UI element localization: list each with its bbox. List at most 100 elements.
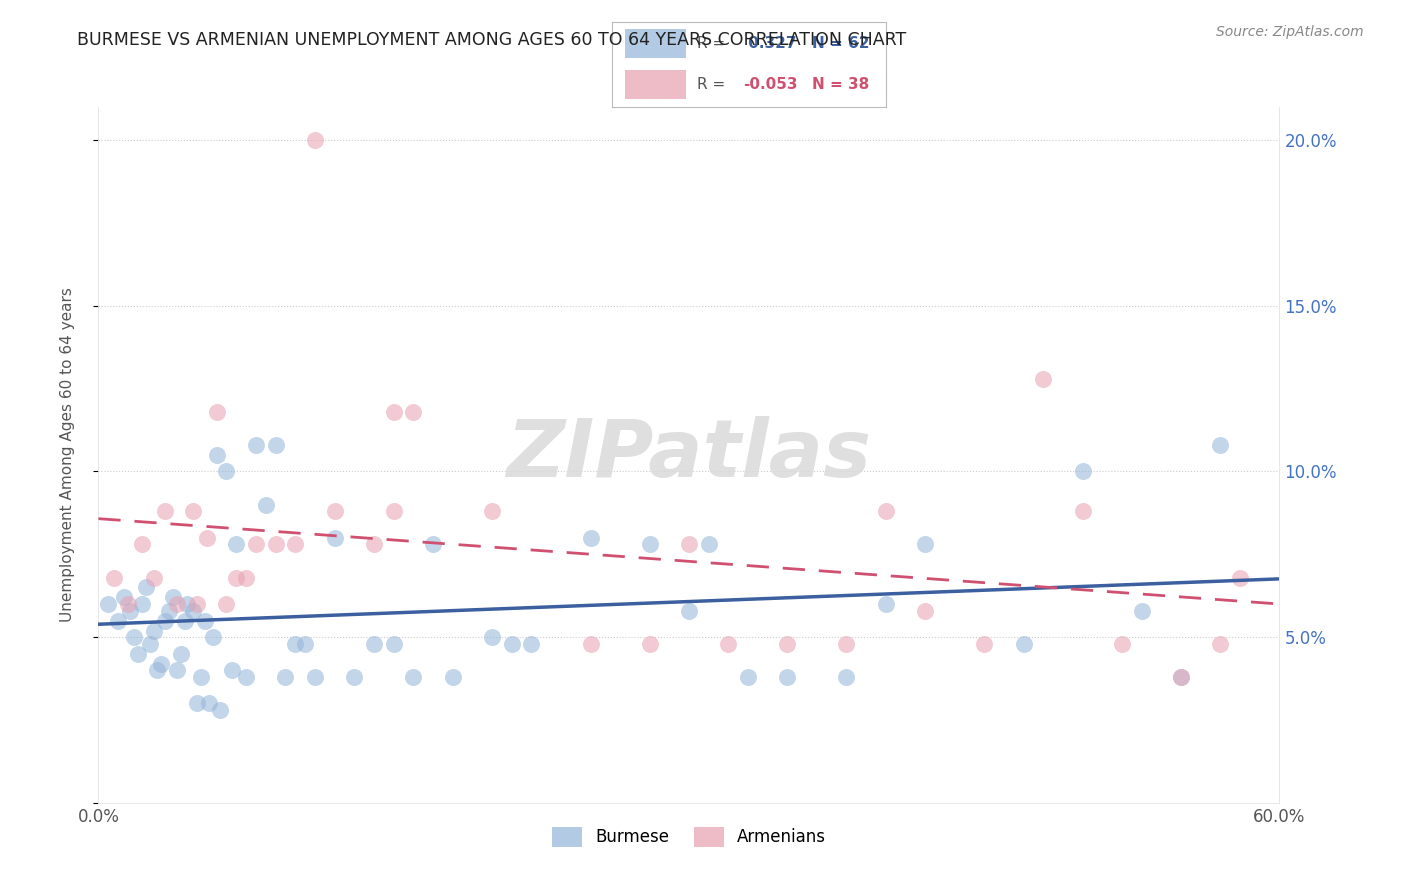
Point xyxy=(166,597,188,611)
Text: Source: ZipAtlas.com: Source: ZipAtlas.com xyxy=(1216,25,1364,39)
Point xyxy=(1012,637,1035,651)
Point xyxy=(382,504,405,518)
Text: BURMESE VS ARMENIAN UNEMPLOYMENT AMONG AGES 60 TO 64 YEARS CORRELATION CHART: BURMESE VS ARMENIAN UNEMPLOYMENT AMONG A… xyxy=(77,31,907,49)
Point xyxy=(638,637,661,651)
Point xyxy=(235,670,257,684)
Point xyxy=(520,637,543,651)
Point xyxy=(107,614,129,628)
Point xyxy=(1130,604,1153,618)
Point xyxy=(382,637,405,651)
Point xyxy=(146,663,169,677)
Text: ZIPatlas: ZIPatlas xyxy=(506,416,872,494)
Point xyxy=(835,670,858,684)
Point xyxy=(135,581,157,595)
Point xyxy=(181,604,204,618)
Point xyxy=(579,531,602,545)
Point xyxy=(209,703,232,717)
Point xyxy=(1111,637,1133,651)
Point xyxy=(195,531,218,545)
Point xyxy=(155,614,177,628)
Point xyxy=(166,663,188,677)
Point xyxy=(304,670,326,684)
Point xyxy=(186,597,208,611)
Point xyxy=(155,504,177,518)
Point xyxy=(363,637,385,651)
Point xyxy=(174,614,197,628)
Bar xyxy=(626,70,686,99)
Point xyxy=(157,604,180,618)
Point xyxy=(112,591,135,605)
Point xyxy=(131,537,153,551)
Point xyxy=(1032,372,1054,386)
Point xyxy=(176,597,198,611)
Point xyxy=(323,531,346,545)
Point xyxy=(103,570,125,584)
Point xyxy=(205,448,228,462)
Point xyxy=(254,498,277,512)
Point xyxy=(245,537,267,551)
Point xyxy=(717,637,740,651)
Point xyxy=(402,670,425,684)
Point xyxy=(264,537,287,551)
Point xyxy=(215,465,238,479)
Point xyxy=(197,697,219,711)
Point xyxy=(323,504,346,518)
Point xyxy=(150,657,173,671)
Point xyxy=(422,537,444,551)
Point xyxy=(190,670,212,684)
Point xyxy=(221,663,243,677)
Point xyxy=(225,570,247,584)
Bar xyxy=(626,29,686,58)
Point xyxy=(215,597,238,611)
Point xyxy=(205,405,228,419)
Point xyxy=(225,537,247,551)
Point xyxy=(835,637,858,651)
Text: N = 38: N = 38 xyxy=(811,77,869,92)
Point xyxy=(294,637,316,651)
Point xyxy=(1071,465,1094,479)
Point xyxy=(142,624,165,638)
Point xyxy=(118,604,141,618)
Point xyxy=(170,647,193,661)
Point xyxy=(481,504,503,518)
Point xyxy=(122,630,145,644)
Text: R =: R = xyxy=(696,36,725,51)
Point xyxy=(737,670,759,684)
Point xyxy=(875,504,897,518)
Point xyxy=(181,504,204,518)
Point xyxy=(162,591,184,605)
Legend: Burmese, Armenians: Burmese, Armenians xyxy=(546,820,832,854)
Point xyxy=(441,670,464,684)
Point xyxy=(194,614,217,628)
Point xyxy=(1209,637,1232,651)
Point xyxy=(284,637,307,651)
Point xyxy=(131,597,153,611)
Point xyxy=(1209,438,1232,452)
Point xyxy=(776,637,799,651)
Point xyxy=(1170,670,1192,684)
Point xyxy=(382,405,405,419)
Point xyxy=(117,597,139,611)
Point xyxy=(138,637,160,651)
Point xyxy=(402,405,425,419)
Y-axis label: Unemployment Among Ages 60 to 64 years: Unemployment Among Ages 60 to 64 years xyxy=(60,287,75,623)
Point xyxy=(245,438,267,452)
Text: R =: R = xyxy=(696,77,725,92)
Text: -0.053: -0.053 xyxy=(744,77,797,92)
Point xyxy=(1170,670,1192,684)
Point xyxy=(235,570,257,584)
Point xyxy=(875,597,897,611)
Point xyxy=(304,133,326,147)
Point xyxy=(1071,504,1094,518)
Text: 0.327: 0.327 xyxy=(744,36,797,51)
Point xyxy=(201,630,224,644)
Point xyxy=(142,570,165,584)
Point xyxy=(973,637,995,651)
Point xyxy=(274,670,297,684)
Point xyxy=(697,537,720,551)
Point xyxy=(343,670,366,684)
Point xyxy=(914,537,936,551)
Point xyxy=(914,604,936,618)
Point xyxy=(579,637,602,651)
Point xyxy=(481,630,503,644)
